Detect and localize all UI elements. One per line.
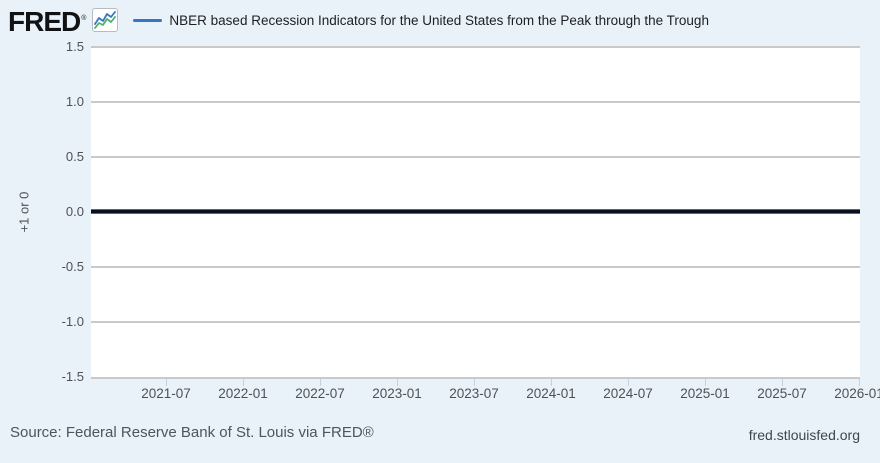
gridline-neg-1-5 — [91, 377, 860, 379]
x-tick — [397, 379, 398, 386]
x-tick — [859, 379, 860, 386]
plot-area — [91, 46, 860, 379]
y-tick-label: -1.0 — [61, 314, 84, 329]
x-tick — [474, 379, 475, 386]
registered-trademark: ® — [81, 14, 87, 22]
fred-logo[interactable]: FRED ® — [8, 5, 86, 36]
y-tick-label: 1.5 — [65, 39, 84, 54]
x-tick-label: 2023-07 — [449, 386, 499, 401]
x-tick-label: 2022-07 — [295, 386, 345, 401]
line-chart-icon — [92, 8, 119, 32]
x-tick — [782, 379, 783, 386]
y-tick-label: -0.5 — [61, 259, 84, 274]
x-tick — [166, 379, 167, 386]
gridline-neg-0-5 — [91, 266, 860, 268]
legend-series-swatch — [133, 18, 163, 22]
gridline-1-0 — [91, 101, 860, 103]
source-note: Source: Federal Reserve Bank of St. Loui… — [10, 424, 374, 441]
legend-series-label: NBER based Recession Indicators for the … — [169, 12, 709, 28]
fred-logo-text: FRED — [8, 5, 81, 37]
y-tick-label: 0.5 — [65, 149, 84, 164]
x-tick-label: 2024-07 — [603, 386, 653, 401]
x-tick — [705, 379, 706, 386]
gridline-1-5 — [91, 46, 860, 48]
x-tick-label: 2025-07 — [757, 386, 807, 401]
x-tick-label: 2024-01 — [526, 386, 576, 401]
x-tick-label: 2025-01 — [680, 386, 730, 401]
gridline-neg-1-0 — [91, 321, 860, 323]
x-tick-label: 2023-01 — [372, 386, 422, 401]
y-tick-label: -1.5 — [61, 369, 84, 384]
x-tick — [320, 379, 321, 386]
y-tick-label: 1.0 — [65, 94, 84, 109]
y-tick-label: 0.0 — [65, 204, 84, 219]
x-tick — [551, 379, 552, 386]
fred-site-link[interactable]: fred.stlouisfed.org — [748, 427, 860, 443]
gridline-0-5 — [91, 156, 860, 158]
x-tick-label: 2022-01 — [218, 386, 268, 401]
recession-indicator-series-line — [91, 209, 860, 214]
x-tick — [628, 379, 629, 386]
chart-header: FRED ® NBER based Recession Indicators fo… — [8, 5, 709, 35]
x-tick — [243, 379, 244, 386]
x-tick-label: 2021-07 — [141, 386, 191, 401]
x-tick-label: 2026-01 — [834, 386, 880, 401]
